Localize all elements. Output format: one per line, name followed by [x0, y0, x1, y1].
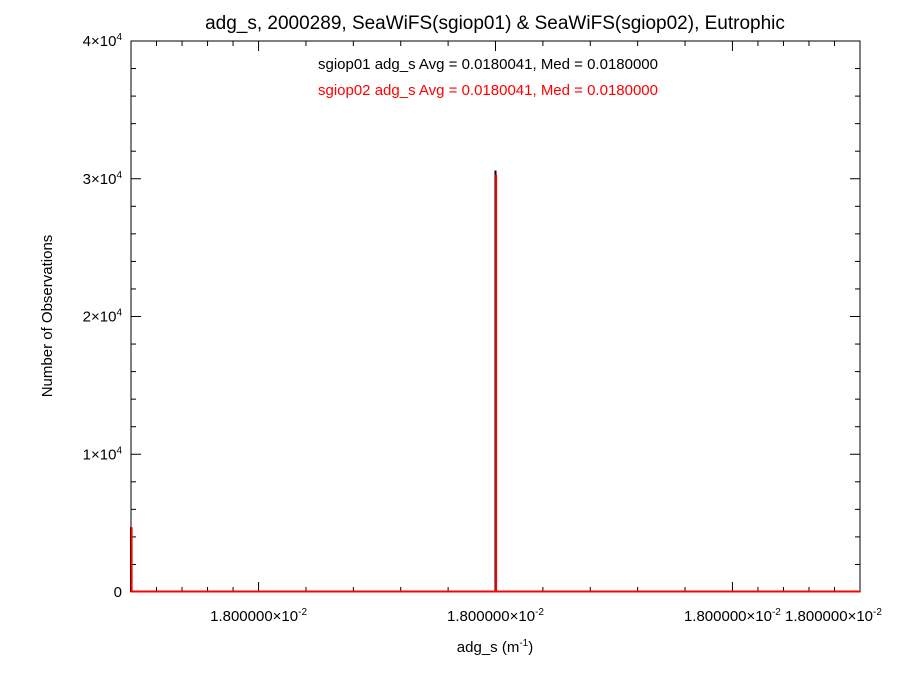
x-tick-label-exponent: -2 — [873, 607, 882, 618]
x-tick-label: 1.800000×10-2 — [447, 607, 544, 625]
y-tick-label-exponent: 4 — [116, 32, 122, 43]
x-tick-label: 1.800000×10-2 — [684, 607, 781, 625]
x-tick-label-mantissa: 1.800000×10 — [785, 608, 873, 625]
y-tick-label-mantissa: 3×10 — [83, 171, 117, 188]
y-tick-label-mantissa: 2×10 — [83, 309, 117, 326]
x-tick-label-mantissa: 1.800000×10 — [210, 608, 298, 625]
minor-ticks — [131, 41, 860, 592]
x-tick-label-exponent: -2 — [772, 607, 781, 618]
y-tick-label-exponent: 4 — [116, 445, 122, 456]
stats-sgiop02: sgiop02 adg_s Avg = 0.0180041, Med = 0.0… — [318, 82, 658, 99]
x-axis-label-exponent: -1 — [519, 638, 528, 649]
x-axis: 1.800000×10-2 1.800000×10-2 1.800000×10-2 1… — [210, 41, 882, 625]
x-tick-label: 1.800000×10-2 — [785, 607, 882, 625]
y-axis-label: Number of Observations — [39, 235, 56, 398]
x-tick-label-exponent: -2 — [298, 607, 307, 618]
statistics-annotations: sgiop01 adg_s Avg = 0.0180041, Med = 0.0… — [318, 56, 658, 99]
histogram-series — [130, 170, 860, 593]
y-tick-label: 4×104 — [83, 32, 123, 50]
x-tick-label-mantissa: 1.800000×10 — [684, 608, 772, 625]
x-axis-label: adg_s (m-1) — [457, 638, 533, 656]
y-tick-label-exponent: 4 — [116, 170, 122, 181]
y-tick-label: 0 — [114, 584, 122, 601]
y-tick-label-mantissa: 1×10 — [83, 446, 117, 463]
stats-sgiop01: sgiop01 adg_s Avg = 0.0180041, Med = 0.0… — [318, 56, 658, 73]
x-axis-label-tail: ) — [528, 639, 533, 656]
x-axis-label-base: adg_s (m — [457, 639, 520, 656]
y-tick-label: 1×104 — [83, 445, 123, 463]
y-tick-label: 2×104 — [83, 308, 123, 326]
x-tick-label-exponent: -2 — [535, 607, 544, 618]
y-tick-label-mantissa: 4×10 — [83, 33, 117, 50]
x-tick-label-mantissa: 1.800000×10 — [447, 608, 535, 625]
y-tick-label: 3×104 — [83, 170, 123, 188]
chart-title: adg_s, 2000289, SeaWiFS(sgiop01) & SeaWi… — [205, 13, 785, 34]
y-tick-label-mantissa: 0 — [114, 584, 122, 601]
series-sgiop02 — [130, 174, 860, 593]
x-tick-label: 1.800000×10-2 — [210, 607, 307, 625]
y-tick-label-exponent: 4 — [116, 308, 122, 319]
